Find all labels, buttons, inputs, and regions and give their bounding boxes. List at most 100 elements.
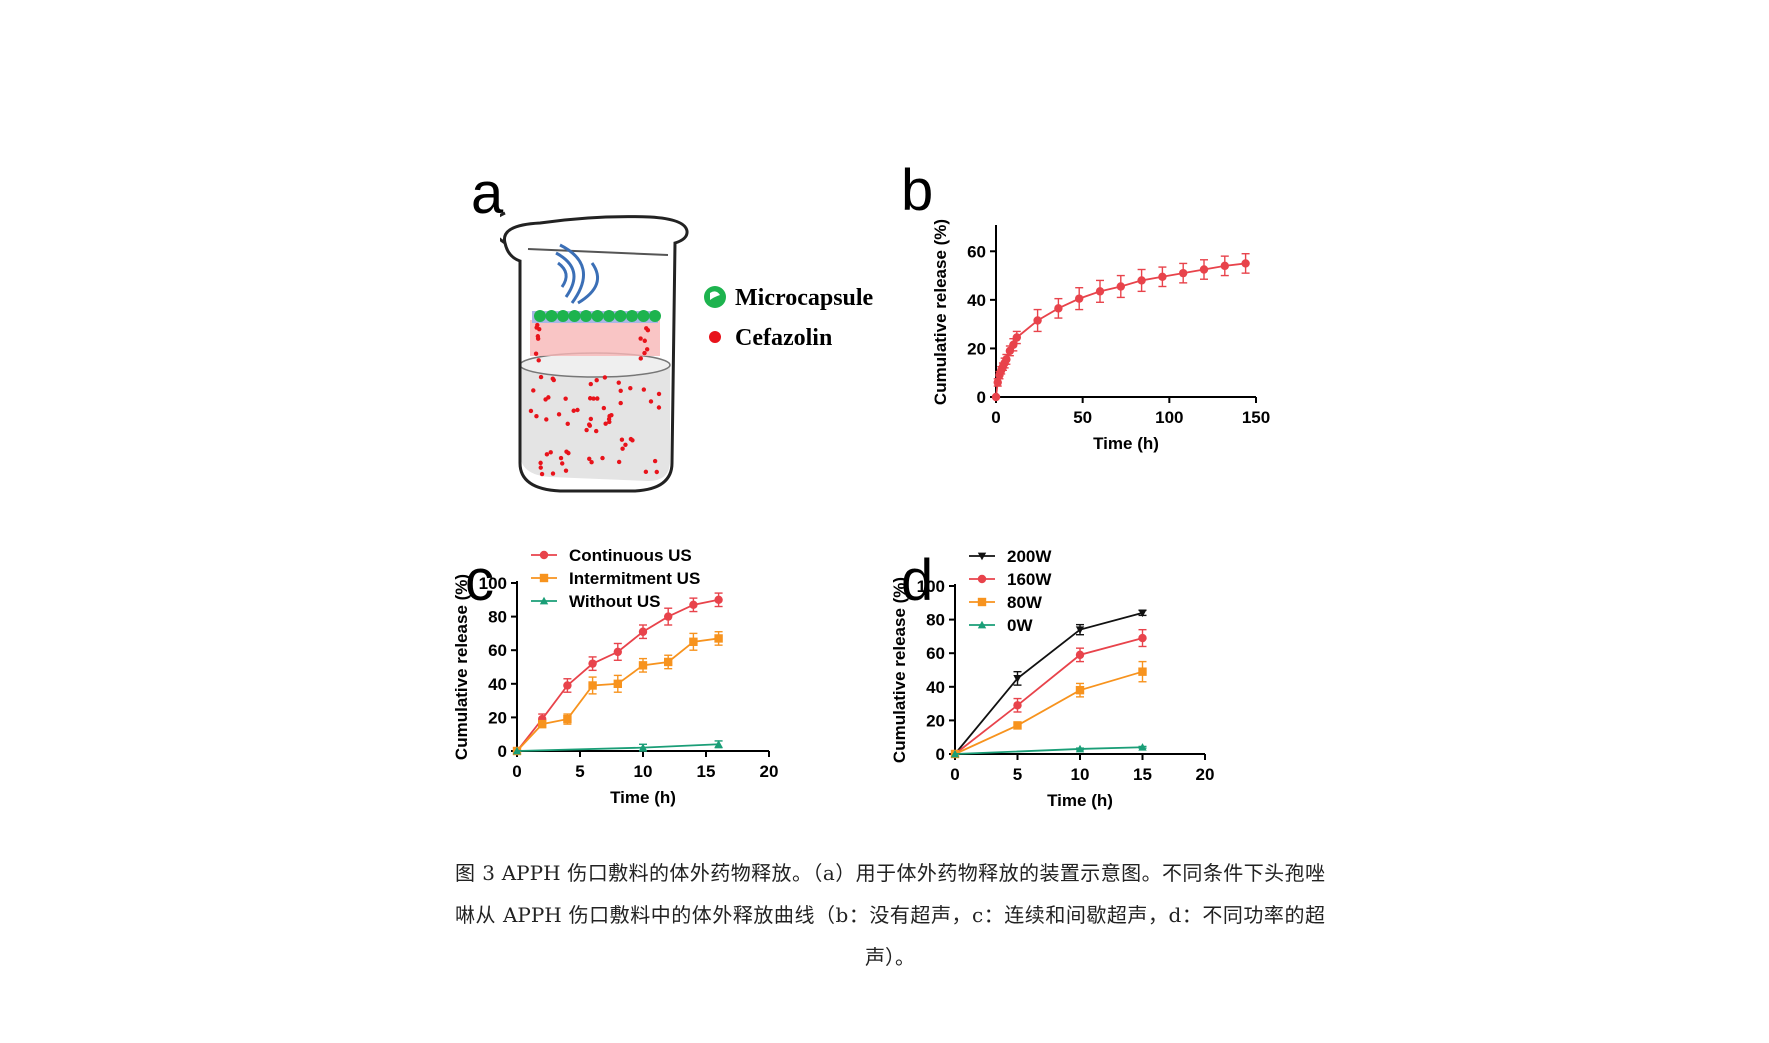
cefazolin-dot bbox=[656, 405, 662, 410]
legend-marker bbox=[539, 596, 549, 605]
data-point bbox=[512, 746, 522, 755]
microcapsule-icon bbox=[614, 310, 627, 322]
dressing-layer bbox=[530, 320, 660, 356]
data-point bbox=[1137, 276, 1146, 285]
data-point bbox=[588, 659, 597, 668]
cefazolin-dot bbox=[544, 452, 550, 457]
cefazolin-dot bbox=[550, 376, 555, 381]
y-tick-label: 40 bbox=[967, 291, 986, 310]
chart-d-svg: 0 5 10 15 20 0 20 40 60 80 100 Time (h) Cumulative r… bbox=[890, 547, 1214, 810]
cefazolin-dot bbox=[550, 471, 556, 476]
series-line bbox=[954, 637, 1143, 755]
data-point bbox=[563, 681, 572, 690]
cefazolin-dot bbox=[575, 407, 580, 413]
x-tick-label: 10 bbox=[1071, 765, 1090, 784]
legend-label: Without US bbox=[569, 592, 660, 611]
cefazolin-dot bbox=[628, 436, 634, 442]
data-point bbox=[1075, 294, 1084, 303]
legend-marker bbox=[977, 597, 987, 607]
data-point bbox=[664, 612, 673, 621]
y-tick-label: 60 bbox=[488, 641, 507, 660]
series-line bbox=[954, 612, 1143, 755]
legend-marker bbox=[539, 550, 549, 560]
data-point bbox=[1075, 685, 1085, 695]
cefazolin-dot bbox=[584, 427, 589, 433]
data-point bbox=[1075, 744, 1085, 753]
legend-marker bbox=[977, 574, 987, 584]
x-axis-title: Time (h) bbox=[1093, 434, 1159, 453]
figure-caption: 图 3 APPH 伤口敷料的体外药物释放。（a）用于体外药物释放的装置示意图。不… bbox=[455, 861, 1325, 969]
beaker-rim-line bbox=[527, 248, 669, 256]
x-axis-title: Time (h) bbox=[1047, 791, 1113, 810]
series-continuous-us bbox=[512, 592, 723, 756]
cefazolin-dot bbox=[642, 350, 647, 356]
cefazolin-dot bbox=[600, 455, 605, 461]
data-point bbox=[1116, 282, 1125, 291]
y-tick-label: 60 bbox=[967, 242, 986, 261]
data-point bbox=[714, 634, 723, 643]
cefazolin-dot bbox=[601, 405, 607, 411]
y-tick-label: 100 bbox=[479, 574, 507, 593]
series-line bbox=[516, 743, 719, 752]
data-point bbox=[689, 637, 698, 646]
data-point bbox=[1095, 287, 1105, 296]
series-160w bbox=[950, 628, 1147, 759]
cefazolin-dot bbox=[563, 468, 569, 473]
data-point bbox=[638, 627, 648, 636]
microcapsule-icon bbox=[557, 310, 569, 322]
legend-label: Continuous US bbox=[569, 546, 692, 565]
cefazolin-dot bbox=[588, 416, 594, 422]
data-point bbox=[664, 657, 673, 667]
x-axis-title: Time (h) bbox=[610, 788, 676, 807]
x-tick-label: 0 bbox=[950, 765, 959, 784]
microcapsule-icon bbox=[591, 310, 604, 322]
microcapsule-icon bbox=[649, 310, 661, 322]
data-point bbox=[638, 743, 648, 751]
cefazolin-dot bbox=[538, 460, 543, 466]
cefazolin-dot bbox=[644, 347, 650, 352]
legend-label: 0W bbox=[1007, 616, 1033, 635]
x-tick-label: 5 bbox=[1013, 765, 1022, 784]
cefazolin-dot bbox=[531, 388, 536, 393]
cefazolin-dot bbox=[535, 336, 541, 341]
cefazolin-dot bbox=[654, 469, 659, 475]
cefazolin-dot bbox=[589, 460, 594, 465]
y-tick-label: 40 bbox=[488, 675, 507, 694]
cefazolin-dot bbox=[560, 461, 565, 466]
microcapsule-icon bbox=[626, 310, 638, 322]
panel-c-letter: c bbox=[465, 548, 494, 613]
series-without-us bbox=[512, 740, 723, 755]
cefazolin-dot bbox=[564, 449, 569, 454]
y-axis-title: Cumulative release (%) bbox=[931, 219, 950, 405]
data-point bbox=[991, 392, 1001, 402]
legend-label: 80W bbox=[1007, 593, 1043, 612]
cefazolin-dot bbox=[652, 458, 658, 464]
y-tick-label: 20 bbox=[488, 708, 507, 727]
microcapsule-icon bbox=[637, 310, 650, 322]
series-line bbox=[954, 746, 1143, 755]
x-tick-label: 15 bbox=[697, 762, 716, 781]
legend-label: 160W bbox=[1007, 570, 1052, 589]
cefazolin-dot bbox=[595, 396, 600, 401]
x-tick-label: 20 bbox=[760, 762, 779, 781]
data-point bbox=[1199, 265, 1209, 274]
beaker-liquid bbox=[520, 365, 670, 481]
data-point bbox=[638, 661, 648, 670]
data-point bbox=[1033, 316, 1042, 325]
x-tick-label: 5 bbox=[575, 762, 584, 781]
x-tick-label: 10 bbox=[634, 762, 653, 781]
legend-marker bbox=[539, 573, 549, 583]
y-tick-label: 40 bbox=[926, 678, 945, 697]
y-tick-label: 0 bbox=[936, 745, 945, 764]
panel-d-letter: d bbox=[901, 548, 934, 613]
cefazolin-dot bbox=[602, 375, 608, 380]
data-point bbox=[1009, 340, 1018, 349]
cefazolin-dot bbox=[618, 388, 623, 393]
cefazolin-dot bbox=[594, 428, 599, 434]
chart-b: 0 50 100 150 0 20 40 60 Time (h) Cumulative relea… bbox=[931, 219, 1340, 515]
legend-label: 200W bbox=[1007, 547, 1052, 566]
cefazolin-dot bbox=[623, 442, 628, 447]
cefazolin-dot bbox=[619, 437, 625, 442]
data-point bbox=[1179, 268, 1188, 278]
y-tick-label: 20 bbox=[926, 711, 945, 730]
